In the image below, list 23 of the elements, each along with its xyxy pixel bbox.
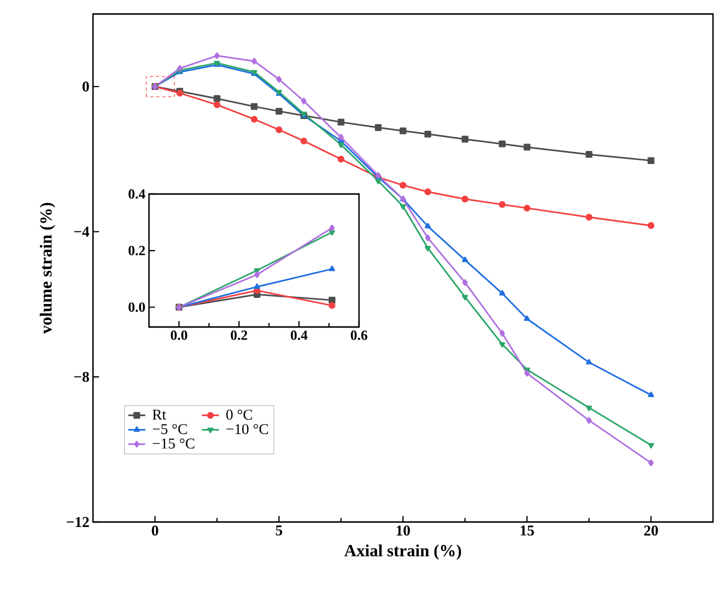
x-tick-label: 0.2 [230,330,248,340]
x-tick-label: 0.6 [350,330,368,340]
legend-label: −5 °C [152,424,187,434]
y-tick-label: −4 [74,226,90,237]
x-tick-label: 10 [396,526,410,536]
legend-label: −15 °C [152,438,194,449]
x-tick-label: 15 [520,526,534,536]
y-tick-label: −8 [74,372,89,382]
x-tick-label: 5 [276,526,282,536]
x-tick-label: 20 [644,526,658,536]
x-tick-label: 0.4 [290,330,308,340]
y-tick-label: −12 [66,517,89,527]
legend-label: Rt [152,410,166,420]
y-tick-label: 0.2 [128,246,145,256]
x-tick-label: 0.0 [170,330,188,340]
y-tick-label: 0.4 [128,189,146,199]
y-tick-label: 0.0 [128,302,145,312]
legend-label: −10 °C [226,424,268,434]
legend-label: 0 °C [226,410,252,420]
y-tick-label: 0 [82,82,89,92]
y-axis-title: volume strain (%) [40,202,56,334]
x-tick-label: 0 [152,526,158,536]
x-axis-title: Axial strain (%) [344,544,462,560]
